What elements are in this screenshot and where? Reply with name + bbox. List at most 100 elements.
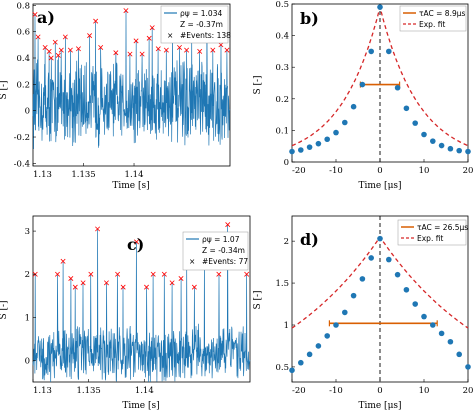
panel-a-legend-events: #Events: 138: [180, 31, 231, 40]
panel-c-event-marker: [225, 222, 231, 228]
panel-a-event-marker: [184, 47, 190, 53]
panel-a-event-marker: [93, 18, 99, 24]
panel-b-ytick-label: 0.5: [275, 0, 289, 10]
panel-c-event-marker: [216, 271, 222, 277]
panel-b-xtick-label: -10: [329, 166, 343, 176]
panel-d-xtick-label: 20: [463, 386, 474, 396]
panel-b-xlabel: Time [μs]: [358, 181, 401, 191]
panel-b-ytick-label: 0: [284, 158, 289, 168]
panel-a-ytick-label: 0.2: [16, 80, 30, 90]
panel-b-data-point: [289, 148, 295, 155]
panel-a-ytick-label: -0.2: [14, 133, 30, 143]
panel-c-ytick-label: 1: [25, 313, 30, 323]
panel-d-data-point: [306, 351, 313, 358]
panel-d-data-point: [324, 333, 330, 339]
panel-d-data-point: [359, 276, 366, 282]
panel-a-event-marker: [32, 12, 38, 18]
panel-b-label: b): [300, 9, 319, 28]
panel-c-xtick-label: 1.135: [76, 386, 100, 396]
panel-a-event-marker: [210, 47, 216, 53]
panel-c-event-marker: [60, 258, 66, 264]
panel-b-data-point: [298, 147, 304, 153]
panel-a-event-marker: [155, 46, 161, 52]
panel-b-data-point: [438, 142, 445, 149]
panel-b-ytick-label: 0.2: [275, 95, 289, 105]
panel-a-event-marker: [224, 47, 230, 53]
panel-a-event-marker: [55, 52, 61, 58]
panel-b-xtick-label: 20: [463, 166, 474, 176]
panel-a-xtick-label: 1.13: [33, 170, 52, 180]
panel-c-event-marker: [244, 271, 250, 277]
panel-c-event-marker: [72, 284, 78, 290]
panel-a-event-marker: [67, 47, 73, 53]
panel-b-data-point: [315, 140, 322, 147]
panel-c-label: c): [127, 235, 144, 254]
panel-c-event-marker: [68, 276, 74, 282]
panel-d-ytick-label: 1: [284, 321, 289, 331]
panel-c-event-marker: [54, 271, 60, 277]
panel-d-legend: τAC = 26.5μs Exp. fit: [397, 219, 468, 246]
panel-d-ylabel: S [-]: [253, 290, 263, 309]
panel-c-legend-z: Z = -0.34m: [202, 246, 245, 255]
panel-a-legend-rho: ρψ = 1.034: [180, 9, 222, 18]
panel-c-legend-cross: ×: [189, 257, 195, 266]
panel-a-event-marker: [48, 55, 54, 61]
panel-b-legend: τAC = 8.9μs Exp. fit: [399, 5, 467, 32]
panel-c-xtick-label: 1.14: [135, 386, 154, 396]
panel-a-event-marker: [218, 42, 224, 48]
panel-d-data-point: [447, 338, 454, 345]
panel-b: -20 -10 0 10 20 0 0.1 0.2 0.3 0.4 0.5 b) τAC = 8.9…: [275, 0, 473, 176]
panel-b-xtick-label: -20: [292, 166, 306, 176]
panel-c: 1.13 1.135 1.14 0 1 2 3 c) ρψ = 1.07 Z = -0.34…: [25, 215, 251, 396]
panel-b-data-point: [333, 129, 339, 136]
panel-a-event-marker: [52, 39, 58, 45]
panel-a-ytick-label: 0.6: [16, 28, 30, 38]
panel-b-xtick-label: 10: [419, 166, 430, 176]
panel-b-data-point: [403, 105, 410, 112]
panel-b-data-point: [465, 148, 471, 155]
panel-a-event-marker: [58, 47, 64, 53]
panel-c-ylabel: S [-]: [0, 300, 9, 319]
panel-b-data-point: [324, 136, 330, 143]
panel-c-event-marker: [88, 271, 94, 277]
panel-b-data-point: [386, 48, 392, 55]
panel-c-signal-line: [32, 224, 251, 383]
panel-b-data-point: [421, 131, 427, 138]
panel-a-legend: ρψ = 1.034 Z = -0.37m × #Events: 138: [160, 5, 231, 44]
panel-d-data-point: [333, 322, 339, 328]
panel-d-data-point: [386, 256, 392, 263]
panel-d-data-point: [430, 322, 436, 328]
panel-a-event-marker: [127, 51, 133, 57]
panel-a-event-marker: [62, 34, 68, 40]
panel-d: -20 -10 0 10 20 0.5 1 1.5 2 d) τAC = 26.5μs Exp.…: [275, 215, 474, 396]
panel-b-data-point: [430, 138, 436, 144]
panel-c-xtick-label: 1.13: [33, 386, 52, 396]
panel-b-data-point: [306, 144, 313, 150]
panel-b-data-point: [377, 4, 383, 10]
panel-a-event-marker: [98, 44, 104, 50]
panel-a-event-marker: [163, 47, 169, 53]
panel-a-ytick-label: 0.8: [16, 1, 30, 11]
panel-c-ytick-label: 3: [25, 227, 30, 237]
panel-d-data-point: [315, 343, 322, 349]
panel-a-legend-cross: ×: [167, 31, 173, 40]
panel-c-event-marker: [120, 284, 126, 290]
panel-c-xlabel: Time [s]: [122, 401, 159, 411]
panel-b-ytick-label: 0.1: [275, 126, 289, 136]
panel-b-legend-tau: τAC = 8.9μs: [419, 9, 466, 18]
panel-a-signal-line: [32, 10, 231, 150]
panel-c-event-marker: [134, 239, 139, 245]
panel-a-event-marker: [146, 35, 152, 41]
panel-a-event-marker: [177, 44, 182, 50]
panel-c-event-marker: [80, 280, 86, 286]
panel-c-event-marker: [169, 280, 175, 286]
panel-b-data-point: [368, 48, 374, 55]
panel-a-xlabel: Time [s]: [112, 181, 149, 191]
panel-d-xtick-label: -20: [292, 386, 306, 396]
panel-d-data-point: [394, 271, 401, 278]
panel-d-legend-tau: τAC = 26.5μs: [417, 223, 468, 232]
panel-c-event-marker: [178, 276, 184, 282]
panel-c-event-marker: [150, 271, 156, 277]
panel-b-ylabel: S [-]: [253, 75, 263, 94]
panel-c-event-marker: [95, 226, 101, 232]
